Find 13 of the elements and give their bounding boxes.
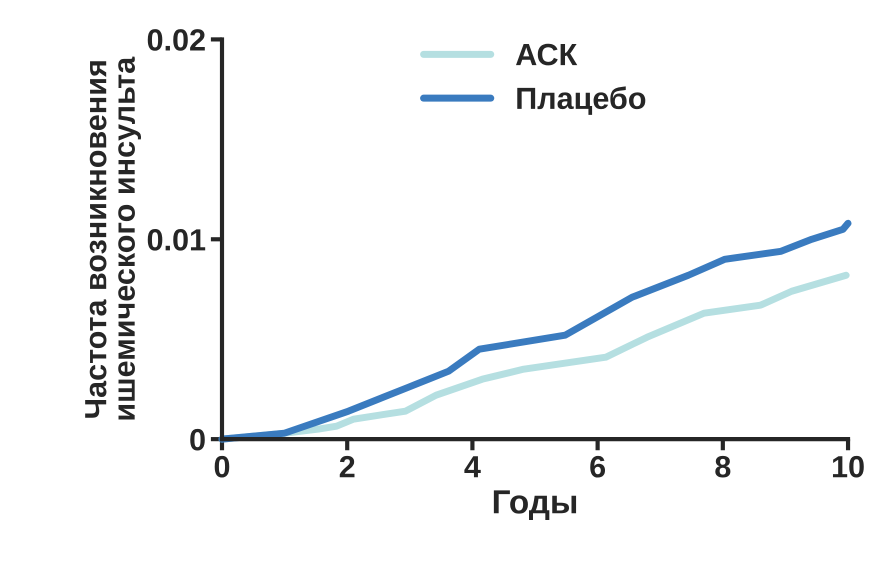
x-tick-label: 0 [214, 456, 230, 478]
x-tick-label: 6 [590, 456, 606, 478]
x-axis-title: Годы [494, 490, 576, 520]
y-tick-label: 0.01 [148, 229, 206, 251]
y-axis-title: Частота возникновения ишемического инсульта [85, 56, 142, 420]
x-tick-label: 8 [715, 456, 730, 478]
y-tick-label: 0.02 [148, 29, 205, 51]
x-tick-label: 4 [464, 456, 481, 478]
legend-label: Плацебо [517, 86, 646, 115]
x-tick-label: 2 [340, 456, 354, 478]
x-tick-label: 10 [832, 456, 864, 478]
legend-label: АСК [516, 44, 578, 66]
y-tick-label: 0 [190, 428, 205, 451]
